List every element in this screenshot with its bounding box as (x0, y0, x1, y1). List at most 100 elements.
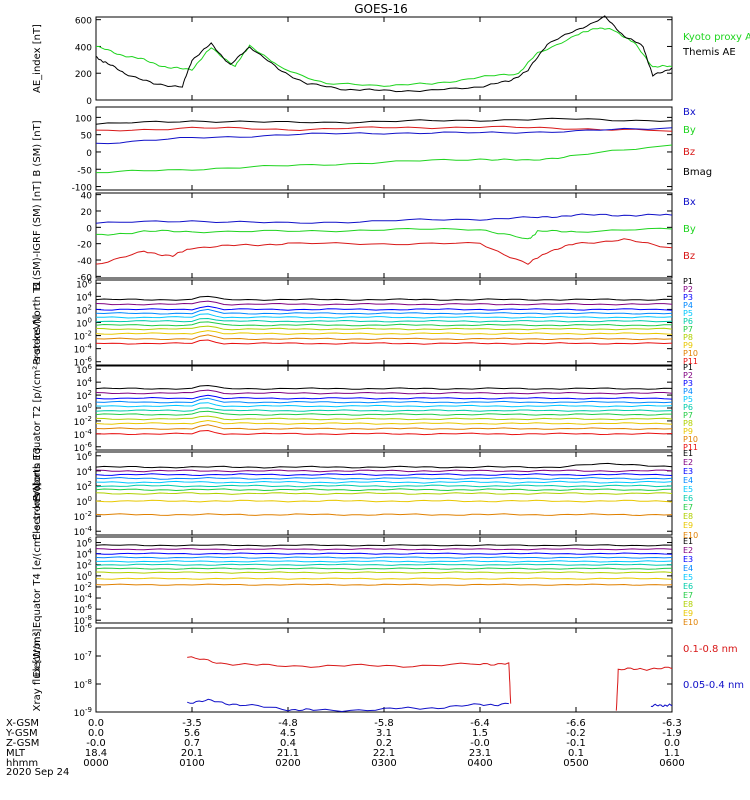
time-axis-value: 0100 (179, 758, 204, 769)
series-line (187, 656, 512, 704)
legend-label: P8 (683, 419, 693, 428)
time-axis-value: -3.5 (182, 718, 202, 729)
legend-label: P7 (683, 325, 693, 334)
legend-label: P1 (683, 363, 693, 372)
y-tick-label: 40 (81, 192, 93, 202)
time-axis-value: -6.6 (566, 718, 586, 729)
tick-exponent: -4 (85, 343, 93, 351)
legend-label: E5 (683, 573, 693, 582)
y-tick-label: 106 (76, 363, 92, 376)
y-tick-label: -40 (77, 257, 92, 267)
tick-base: 10 (76, 453, 88, 463)
time-axis-value: 5.6 (184, 728, 200, 739)
series-line (95, 15, 673, 93)
series-line (95, 394, 673, 400)
tick-exponent: 0 (88, 495, 92, 503)
tick-exponent: -2 (85, 415, 92, 423)
legend-label: E7 (683, 503, 693, 512)
series-line (95, 462, 673, 469)
series-line (96, 227, 673, 240)
legend-label: E4 (683, 564, 693, 573)
legend-label: E6 (683, 582, 693, 591)
y-tick-label: 102 (76, 480, 92, 493)
y-tick-label: 10-2 (74, 510, 92, 523)
tick-exponent: 2 (88, 389, 92, 397)
series-line (95, 424, 673, 430)
tick-base: 10 (76, 573, 88, 583)
y-tick-label: 102 (76, 303, 92, 316)
tick-base: 10 (76, 392, 88, 402)
y-axis-label: Protons Equator T2 [p/(cm²-s-sr-keV)] (32, 315, 43, 502)
series-line (95, 321, 672, 327)
panel-frame (95, 106, 673, 191)
legend-label: P8 (683, 333, 693, 342)
series-line (95, 415, 673, 421)
y-tick-label: 102 (76, 559, 92, 572)
y-tick-label: 10-6 (74, 603, 93, 616)
legend-label: P6 (683, 317, 693, 326)
legend-label: E2 (683, 546, 693, 555)
series-line (95, 313, 673, 319)
tick-base: 10 (76, 293, 88, 303)
row-label: Y-GSM (5, 728, 38, 739)
tick-exponent: 4 (88, 465, 93, 473)
y-axis-label: Protons North T1 (32, 280, 43, 364)
series-line (96, 144, 673, 174)
legend-label: P2 (683, 371, 693, 380)
series-line (187, 698, 509, 713)
legend-label: P4 (683, 301, 693, 310)
y-tick-label: 104 (76, 290, 92, 303)
time-axis-value: -6.3 (662, 718, 682, 729)
panel-frame (95, 192, 673, 279)
y-tick-label: 106 (76, 277, 92, 290)
series-line (95, 563, 673, 566)
tick-base: 10 (74, 653, 86, 663)
y-axis-label: B (SM)-IGRF (SM) [nT] (32, 181, 43, 290)
series-line (95, 410, 672, 416)
y-tick-label: 0 (86, 224, 92, 234)
tick-base: 10 (76, 483, 88, 493)
tick-exponent: -8 (85, 614, 92, 622)
legend-label: P3 (683, 293, 693, 302)
tick-base: 10 (74, 584, 86, 594)
legend-label: Bz (683, 147, 695, 158)
y-tick-label: 104 (76, 548, 92, 561)
legend-label: E3 (683, 467, 693, 476)
tick-base: 10 (76, 498, 88, 508)
y-tick-label: 10-2 (74, 330, 92, 343)
tick-base: 10 (76, 306, 88, 316)
time-axis-value: 4.5 (280, 728, 296, 739)
time-axis-value: 0000 (83, 758, 108, 769)
tick-exponent: 4 (88, 376, 93, 384)
y-axis-label: Electrons North T3 (32, 447, 43, 540)
series-line (95, 330, 673, 335)
y-tick-label: 10-7 (74, 650, 92, 663)
series-line (95, 492, 673, 495)
series-line (95, 556, 673, 559)
tick-base: 10 (76, 562, 88, 572)
y-tick-label: 100 (76, 495, 92, 508)
legend-label: Bmag (683, 167, 712, 178)
time-axis-value: -4.8 (278, 718, 298, 729)
tick-base: 10 (76, 551, 88, 561)
legend-label: E3 (683, 555, 693, 564)
legend-label: P5 (683, 395, 693, 404)
tick-exponent: 6 (88, 537, 93, 545)
legend-label: Bx (683, 107, 696, 118)
tick-base: 10 (74, 606, 86, 616)
row-label: MLT (6, 748, 26, 759)
date-label: 2020 Sep 24 (6, 767, 69, 778)
series-line (95, 583, 673, 586)
y-tick-label: 10-2 (74, 581, 92, 594)
time-axis-value: -6.4 (470, 718, 490, 729)
y-tick-label: 104 (76, 376, 92, 389)
time-axis-value: 0.4 (280, 738, 296, 749)
y-tick-label: -100 (72, 184, 93, 194)
series-line (95, 295, 673, 301)
y-tick-label: 106 (76, 450, 92, 463)
